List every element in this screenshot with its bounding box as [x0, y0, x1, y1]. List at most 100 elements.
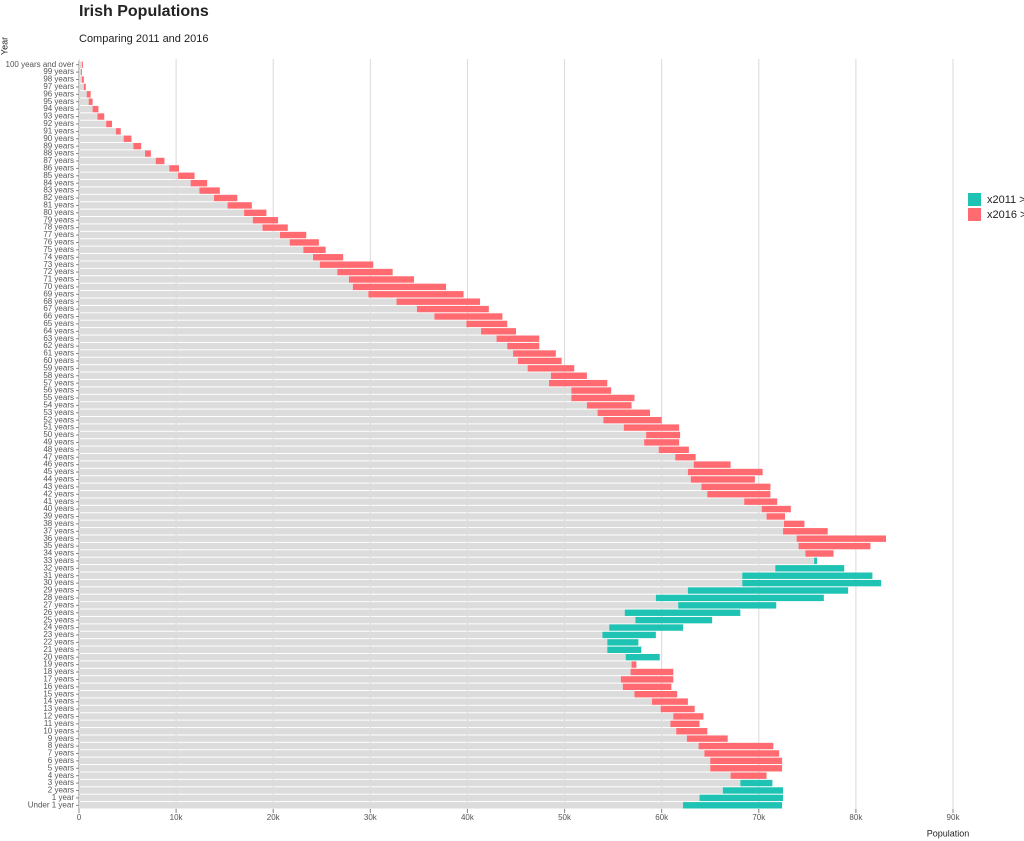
diff-bar — [145, 150, 151, 157]
y-tick-label: 68 years — [43, 297, 74, 306]
base-bar — [79, 254, 314, 261]
y-tick-label: 49 years — [43, 438, 74, 447]
x-tick-label: 40k — [461, 813, 475, 822]
y-tick-label: 63 years — [43, 334, 74, 343]
diff-bar — [690, 476, 755, 483]
base-bar — [79, 639, 608, 646]
base-bar — [79, 283, 353, 291]
y-tick-label: 55 years — [43, 393, 74, 402]
diff-bar — [624, 609, 741, 616]
y-tick-label: 46 years — [43, 460, 74, 469]
base-bar — [79, 454, 676, 461]
diff-bar — [199, 187, 220, 194]
diff-bar — [607, 646, 642, 653]
diff-bar — [623, 424, 680, 431]
diff-bar — [262, 224, 288, 231]
base-bar — [79, 298, 397, 305]
y-tick-label: 32 years — [43, 563, 74, 572]
diff-bar — [796, 535, 886, 542]
diff-bar — [434, 313, 503, 320]
base-bar — [79, 609, 625, 616]
y-tick-label: 52 years — [43, 415, 74, 424]
base-bar — [79, 246, 304, 254]
base-bar — [79, 728, 677, 735]
diff-bar — [123, 135, 132, 142]
base-bar — [79, 661, 632, 668]
diff-bar — [784, 520, 805, 528]
base-bar — [79, 113, 98, 120]
y-tick-label: 1 year — [52, 793, 75, 802]
diff-bar — [80, 68, 82, 76]
base-bar — [79, 335, 497, 342]
y-tick-label: 77 years — [43, 230, 74, 239]
diff-bar — [622, 683, 672, 691]
base-bar — [79, 683, 623, 691]
diff-bar — [699, 794, 784, 802]
y-tick-label: 67 years — [43, 304, 74, 313]
y-tick-label: 29 years — [43, 586, 74, 595]
base-bar — [79, 83, 84, 91]
y-tick-label: Under 1 year — [28, 800, 75, 809]
y-tick-label: 85 years — [43, 171, 74, 180]
diff-bar — [742, 579, 882, 587]
diff-bar — [81, 61, 83, 68]
chart-title: Irish Populations — [79, 3, 209, 20]
y-tick-label: 25 years — [43, 615, 74, 624]
base-bar — [79, 579, 743, 587]
x-tick-label: 70k — [752, 813, 766, 822]
diff-bar — [635, 616, 713, 624]
base-bar — [79, 565, 776, 572]
legend-label: x2016 > — [987, 209, 1024, 221]
diff-bar — [660, 705, 695, 713]
diff-bar — [607, 639, 639, 646]
base-bar — [79, 402, 587, 409]
y-tick-label: 39 years — [43, 512, 74, 521]
base-bar — [79, 676, 621, 683]
base-bar — [79, 602, 679, 609]
diff-bar — [761, 505, 791, 513]
base-bar — [79, 720, 671, 728]
y-tick-label: 78 years — [43, 223, 74, 232]
diff-bar — [620, 676, 674, 683]
base-bar — [79, 550, 806, 557]
y-tick-label: 4 years — [48, 771, 74, 780]
base-bar — [79, 631, 603, 639]
diff-bar — [775, 565, 845, 572]
y-tick-label: 86 years — [43, 163, 74, 172]
base-bar — [79, 765, 711, 772]
x-tick-label: 60k — [655, 813, 669, 822]
y-tick-label: 53 years — [43, 408, 74, 417]
y-tick-label: 48 years — [43, 445, 74, 454]
diff-bar — [744, 498, 778, 505]
y-tick-label: 38 years — [43, 519, 74, 528]
diff-bar — [673, 713, 704, 720]
base-bar — [79, 179, 191, 187]
base-bar — [79, 172, 179, 179]
y-tick-label: 88 years — [43, 149, 74, 158]
diff-bar — [396, 298, 481, 305]
y-tick-label: 87 years — [43, 156, 74, 165]
base-bar — [79, 320, 467, 328]
chart-subtitle: Comparing 2011 and 2016 — [79, 33, 208, 45]
base-bar — [79, 757, 711, 765]
base-bar — [79, 742, 699, 750]
y-tick-label: 43 years — [43, 482, 74, 491]
y-tick-label: 10 years — [43, 726, 74, 735]
y-tick-label: 11 years — [44, 719, 74, 728]
diff-bar — [213, 194, 238, 202]
y-tick-label: 18 years — [43, 667, 74, 676]
base-bar — [79, 713, 674, 720]
base-bar — [79, 120, 107, 128]
y-tick-label: 72 years — [43, 267, 74, 276]
y-tick-label: 98 years — [43, 75, 74, 84]
base-bar — [79, 98, 89, 105]
base-bar — [79, 431, 647, 439]
y-tick-label: 71 years — [43, 275, 74, 284]
y-tick-label: 64 years — [43, 326, 74, 335]
diff-bar — [676, 728, 708, 735]
y-tick-label: 82 years — [43, 193, 74, 202]
diff-bar — [609, 624, 684, 631]
y-tick-label: 27 years — [43, 600, 74, 609]
y-tick-label: 21 years — [43, 645, 74, 654]
